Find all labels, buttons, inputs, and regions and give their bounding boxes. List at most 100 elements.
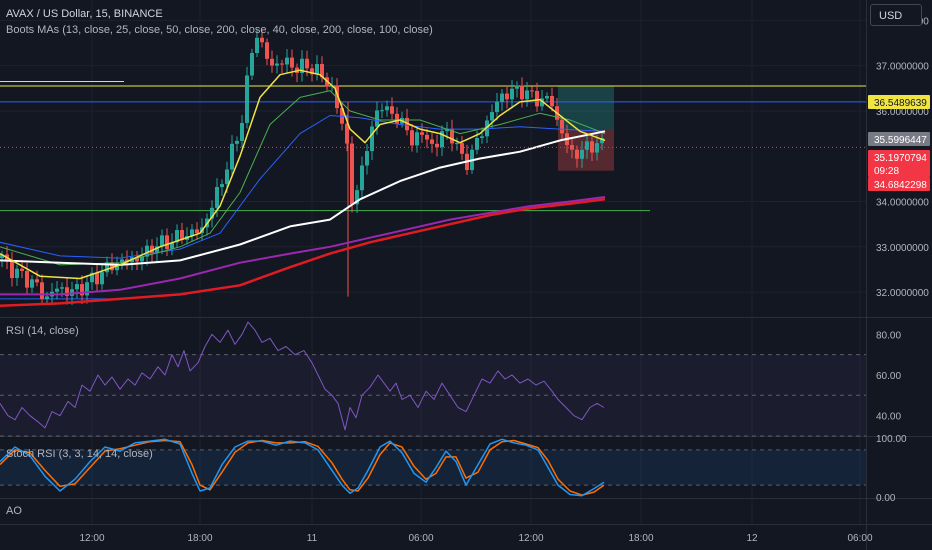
candle [150, 245, 154, 254]
candle [170, 242, 174, 249]
candle [310, 68, 314, 75]
candle [30, 279, 34, 288]
candle [210, 207, 214, 219]
rsi-tick-label: 60.00 [876, 371, 901, 382]
candle [455, 143, 459, 145]
price-label: 35.1970794 [874, 153, 927, 164]
chart-title: AVAX / US Dollar, 15, BINANCE [6, 8, 163, 20]
candle [510, 88, 514, 100]
candle [515, 85, 519, 89]
candle [90, 272, 94, 283]
candle [195, 229, 199, 234]
ma-red-line [0, 198, 606, 307]
candle [280, 63, 284, 65]
stoch-tick-label: 0.00 [876, 493, 896, 504]
time-tick-label: 12 [746, 533, 758, 544]
price-tick-label: 34.0000000 [876, 198, 929, 209]
candle [160, 235, 164, 247]
candle [320, 63, 324, 78]
candle [25, 270, 29, 288]
candle [535, 90, 539, 107]
candle [110, 262, 114, 271]
time-tick-label: 18:00 [187, 533, 212, 544]
candle [45, 296, 49, 299]
candle [385, 106, 389, 111]
candle [105, 262, 109, 273]
price-label-bg [868, 163, 930, 177]
candle [360, 165, 364, 191]
candle [285, 57, 289, 65]
candle [225, 169, 229, 185]
candle [175, 230, 179, 243]
candle [60, 287, 64, 289]
ao-title: AO [6, 505, 22, 517]
candle [10, 260, 14, 278]
candle [245, 75, 249, 123]
candle [75, 284, 79, 290]
position-target-zone [558, 86, 614, 130]
ma-white-line [0, 130, 606, 266]
time-tick-label: 12:00 [79, 533, 104, 544]
candle [425, 134, 429, 140]
candle [305, 58, 309, 69]
candle [545, 95, 549, 99]
candle [165, 235, 169, 249]
stoch-tick-label: 100.00 [876, 434, 907, 445]
stoch-band [0, 449, 866, 486]
candle [505, 93, 509, 100]
candle [240, 122, 244, 141]
candle [190, 229, 194, 237]
candle [380, 110, 384, 112]
stoch-d-line [0, 439, 605, 496]
price-tick-label: 36.0000000 [876, 107, 929, 118]
candle [65, 287, 69, 296]
candle [450, 128, 454, 144]
candle [580, 149, 584, 159]
stoch-rsi-title: Stoch RSI (3, 3, 14, 14, close) [6, 448, 153, 460]
price-label: 09:28 [874, 166, 899, 177]
candle [415, 132, 419, 146]
candle [80, 284, 84, 296]
candle [395, 113, 399, 124]
price-tick-label: 33.0000000 [876, 243, 929, 254]
ma-purple-line [0, 196, 606, 296]
price-label: 36.5489639 [874, 98, 927, 109]
candle [340, 108, 344, 124]
candle [120, 259, 124, 264]
candle [445, 128, 449, 132]
candle [480, 136, 484, 139]
candle [520, 85, 524, 100]
candle [100, 272, 104, 285]
candle [390, 106, 394, 114]
candle [370, 126, 374, 152]
candle [575, 149, 579, 159]
price-label-bg [868, 177, 930, 191]
indicator-legend: Boots MAs (13, close, 25, close, 50, clo… [6, 24, 433, 36]
candle [540, 98, 544, 107]
candle [335, 85, 339, 109]
price-tick-label: 37.0000000 [876, 62, 929, 73]
candle [135, 257, 139, 262]
candle [500, 93, 504, 102]
candle [220, 184, 224, 188]
price-label: 35.5996447 [874, 135, 927, 146]
candle [260, 37, 264, 43]
candle [345, 123, 349, 144]
candle [145, 245, 149, 257]
price-label-bg [868, 95, 930, 109]
candle [420, 132, 424, 135]
price-label-bg [868, 132, 930, 146]
candle [490, 112, 494, 121]
ma13-line [0, 69, 606, 280]
candle [95, 272, 99, 285]
candle [265, 42, 269, 59]
candle [440, 131, 444, 148]
rsi-line [0, 321, 605, 431]
time-tick-label: 06:00 [847, 533, 872, 544]
candle [215, 187, 219, 208]
currency-button[interactable]: USD [870, 4, 922, 26]
candle [475, 138, 479, 150]
candle [495, 101, 499, 113]
